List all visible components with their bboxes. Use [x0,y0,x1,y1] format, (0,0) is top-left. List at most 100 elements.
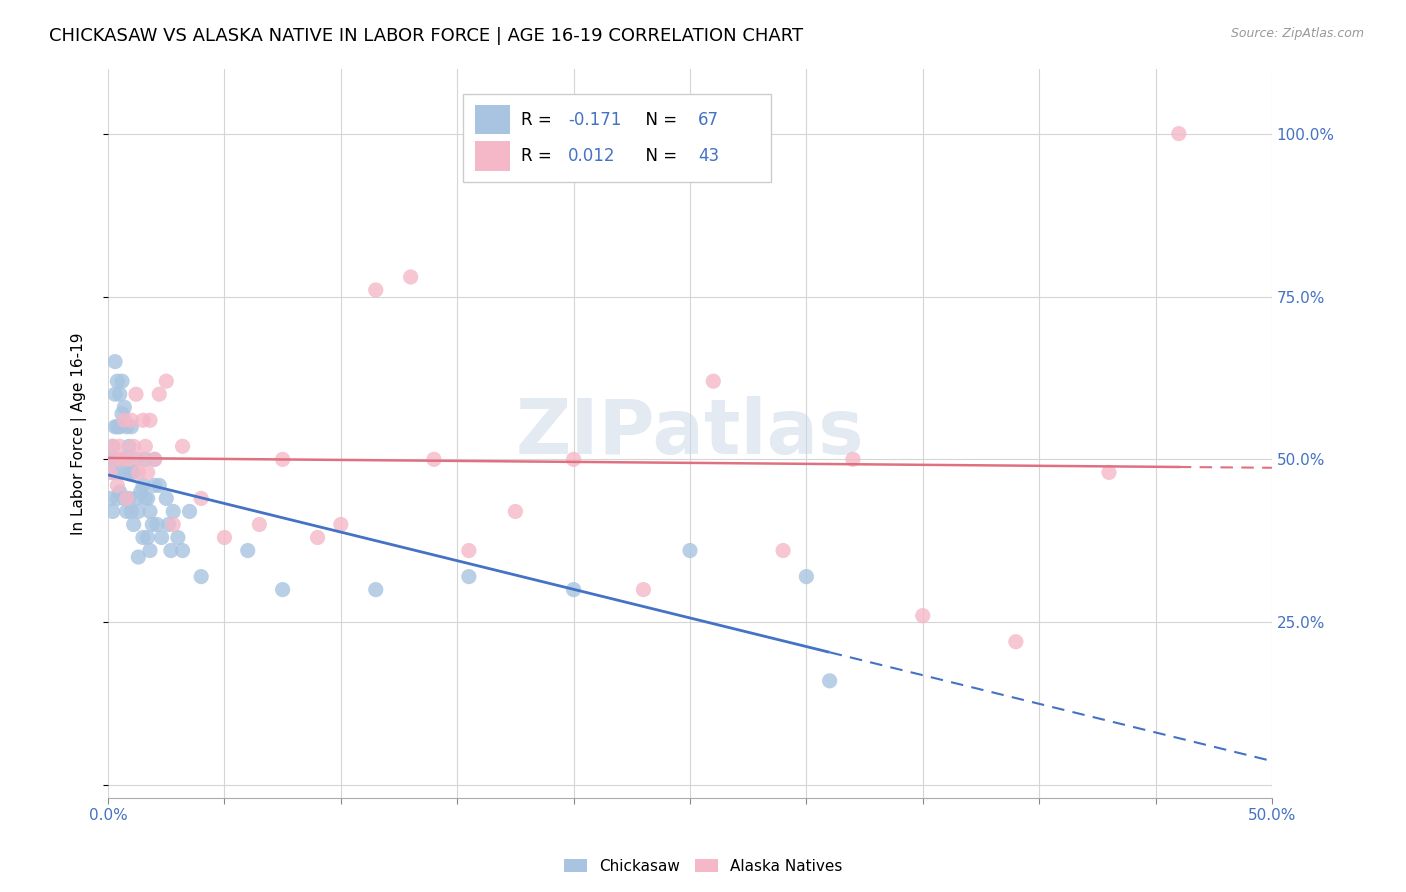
Point [115,466,138,480]
Point [633,582,655,597]
FancyBboxPatch shape [475,105,509,134]
Point [423,452,446,467]
Point [307,531,329,545]
Point [112,491,135,506]
Point [143,478,166,492]
Point [134,452,156,467]
Point [118,452,141,467]
Point [141,517,163,532]
Point [157,517,180,532]
Point [100,491,122,506]
Point [105,374,128,388]
Point [679,543,702,558]
Point [101,504,124,518]
Point [104,452,127,467]
Text: 67: 67 [699,111,718,128]
Point [115,491,138,506]
FancyBboxPatch shape [475,142,509,170]
Point [127,549,149,564]
Point [118,439,141,453]
Point [399,269,422,284]
FancyBboxPatch shape [463,94,772,182]
Point [136,531,159,545]
Point [120,466,142,480]
Point [108,484,131,499]
Point [1005,634,1028,648]
Y-axis label: In Labor Force | Age 16-19: In Labor Force | Age 16-19 [72,332,87,534]
Point [129,452,152,467]
Text: R =: R = [522,111,557,128]
Point [364,582,387,597]
Point [129,484,152,499]
Point [125,452,148,467]
Point [247,517,270,532]
Point [112,413,135,427]
Point [105,478,128,492]
Point [457,569,479,583]
Point [101,439,124,453]
Point [236,543,259,558]
Point [120,504,142,518]
Point [329,517,352,532]
Point [772,543,794,558]
Point [132,531,155,545]
Point [148,387,170,401]
Point [190,569,212,583]
Point [111,407,134,421]
Point [271,452,294,467]
Point [108,387,131,401]
Point [100,452,122,467]
Point [190,491,212,506]
Point [162,517,184,532]
Point [146,517,169,532]
Point [796,569,818,583]
Point [162,504,184,518]
Point [134,439,156,453]
Point [1098,466,1121,480]
Point [167,531,190,545]
Text: N =: N = [636,111,683,128]
Text: 43: 43 [699,147,720,165]
Point [172,439,194,453]
Text: R =: R = [522,147,557,165]
Point [104,387,127,401]
Text: CHICKASAW VS ALASKA NATIVE IN LABOR FORCE | AGE 16-19 CORRELATION CHART: CHICKASAW VS ALASKA NATIVE IN LABOR FORC… [49,27,803,45]
Point [911,608,934,623]
Point [111,452,134,467]
Legend: Chickasaw, Alaska Natives: Chickasaw, Alaska Natives [558,853,848,880]
Point [132,413,155,427]
Point [115,504,138,518]
Point [100,466,122,480]
Point [139,504,162,518]
Point [818,673,841,688]
Point [108,439,131,453]
Text: 0.012: 0.012 [568,147,616,165]
Point [505,504,527,518]
Point [108,419,131,434]
Point [155,374,177,388]
Point [115,419,138,434]
Point [139,413,162,427]
Point [562,452,585,467]
Point [120,413,142,427]
Point [104,419,127,434]
Point [105,491,128,506]
Point [111,452,134,467]
Point [364,283,387,297]
Point [172,543,194,558]
Point [111,374,134,388]
Point [112,452,135,467]
Point [842,452,865,467]
Point [134,491,156,506]
Point [179,504,201,518]
Point [160,543,183,558]
Point [148,478,170,492]
Point [127,466,149,480]
Point [105,419,128,434]
Point [457,543,479,558]
Text: ZIPatlas: ZIPatlas [516,396,865,470]
Point [118,491,141,506]
Point [143,452,166,467]
Point [122,439,145,453]
Point [143,452,166,467]
